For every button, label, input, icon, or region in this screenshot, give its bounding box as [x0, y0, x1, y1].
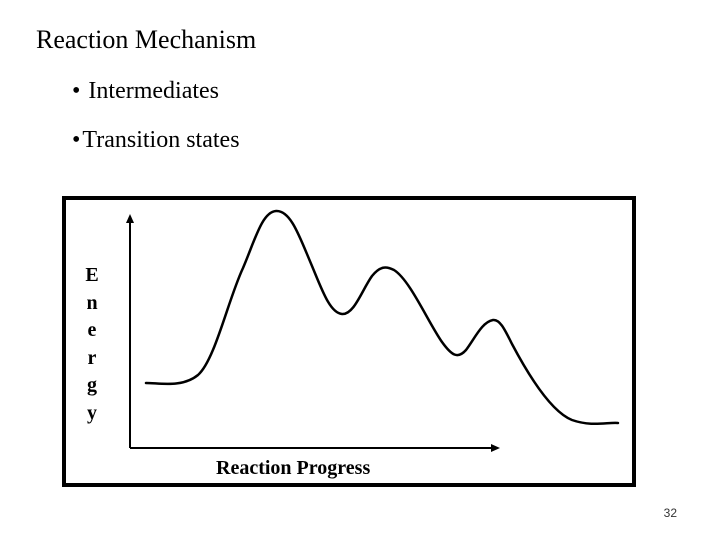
bullet-item-transition-states: •Transition states	[72, 123, 240, 157]
slide-title: Reaction Mechanism	[36, 25, 257, 54]
bullet-text: Transition states	[82, 127, 240, 153]
y-axis-label-letter: e	[87, 319, 97, 341]
y-axis-arrowhead	[126, 214, 134, 223]
x-axis-label: Reaction Progress	[216, 457, 371, 479]
bullet-symbol: •	[72, 127, 81, 153]
y-axis-label-letter: E	[85, 264, 99, 286]
bullet-text: Intermediates	[88, 78, 220, 104]
y-axis-label-letter: g	[87, 374, 97, 396]
energy-curve	[144, 209, 620, 426]
page-number: 32	[663, 506, 677, 520]
y-axis-label-letter: n	[86, 291, 98, 314]
y-axis-label: E n e r g y	[84, 262, 100, 427]
y-axis-label-letter: y	[87, 401, 97, 424]
energy-diagram-frame	[62, 196, 636, 487]
bullet-symbol: •	[72, 78, 81, 104]
y-axis-label-letter: r	[87, 346, 97, 369]
x-axis-arrowhead	[491, 444, 500, 452]
bullet-item-intermediates: • Intermediates	[72, 74, 219, 108]
